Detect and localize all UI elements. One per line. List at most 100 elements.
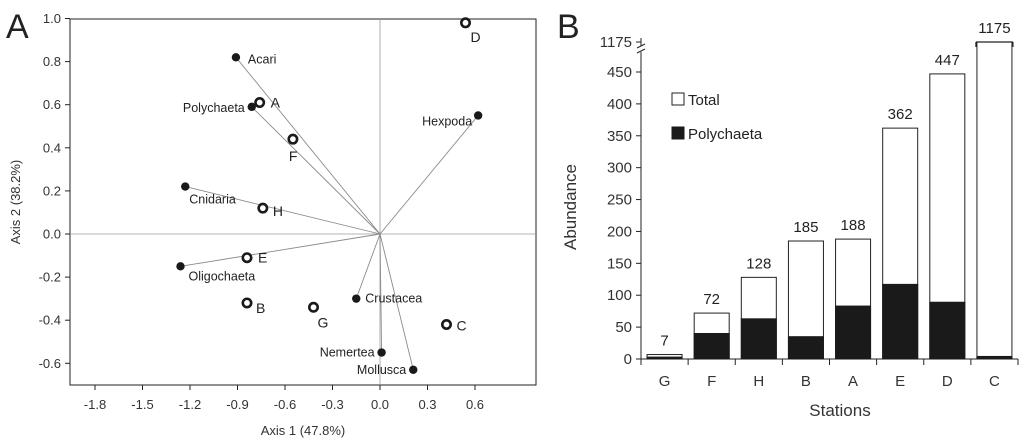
panel-b-bar-value-label-a: 188 [841,217,866,234]
panel-a-station-point-e [241,252,253,264]
panel-a-y-tick-label: -0.6 [39,356,61,371]
panel-a-taxon-label-mollusca: Mollusca [357,363,406,377]
panel-a-taxon-point-crustacea [352,294,361,303]
panel-b-x-tick-label-h: H [753,373,764,390]
panel-a-x-tick-label: 0.6 [466,397,484,412]
panel-b-y-tick-label: 100 [607,287,632,304]
panel-a-x-tick-label: -1.2 [179,397,201,412]
panel-a-taxon-label-crustacea: Crustacea [365,292,422,306]
panel-a-vector-oligochaeta [180,233,381,267]
panel-a-x-tick-label: -1.8 [84,397,106,412]
panel-a-vector-hexpoda [379,115,479,235]
panel-a-taxon-label-cnidaria: Cnidaria [189,193,236,207]
panel-b-x-tick-label-e: E [895,373,905,390]
panel-a-x-tick-label: -0.3 [321,397,343,412]
panel-a-y-tick-label: 0.2 [43,183,61,198]
panel-a-x-tick-label: 0.0 [371,397,389,412]
panel-a-taxon-label-acari: Acari [248,52,276,66]
panel-a-station-label-a: A [271,95,281,111]
panel-b-legend-label-polychaeta: Polychaeta [688,126,763,143]
panel-b-bar-polychaeta-g [646,356,683,360]
panel-a-y-tick-label: 0.6 [43,97,61,112]
panel-b-y-tick-label-break: 1175 [600,34,632,51]
panel-a-station-point-g [307,301,319,313]
panel-b-x-tick-label-d: D [942,373,953,390]
panel-a-taxon-point-mollusca [409,365,418,374]
panel-a-taxon-point-oligochaeta [176,262,185,271]
panel-a-taxon-label-oligochaeta: Oligochaeta [189,269,256,283]
panel-b-bar-polychaeta-c [976,355,1013,360]
panel-b-y-tick-label: 200 [607,223,632,240]
panel-b-y-tick-label: 250 [607,192,632,209]
panel-a-y-tick-label: 0.0 [43,227,61,242]
panel-a-vector-nemertea [379,233,383,353]
panel-b-y-tick-label: 450 [607,64,632,81]
panel-b-y-tick-label: 50 [615,319,632,336]
panel-a-taxon-label-polychaeta: Polychaeta [183,101,245,115]
panel-a-station-label-g: G [318,314,329,330]
panel-b-bar-value-label-h: 128 [746,255,771,272]
panel-a-plot-frame [69,18,537,386]
panel-a-station-point-d [459,17,471,29]
panel-a-taxon-label-nemertea: Nemertea [320,346,375,360]
panel-a-station-point-b [241,297,253,309]
panel-b-bar-value-label-b: 185 [793,219,818,236]
panel-a-taxon-point-polychaeta [247,102,256,112]
panel-a-station-point-c [440,319,452,331]
panel-b-y-axis-label: Abundance [561,164,580,250]
panel-b-legend-label-total: Total [688,92,720,109]
panel-a-y-tick-label: -0.2 [39,270,61,285]
panel-b-bar-polychaeta-a [835,305,872,360]
panel-a-station-label-f: F [289,148,298,164]
panel-b-letter: B [557,8,580,46]
panel-b-bar-value-label-g: 7 [660,333,668,350]
panel-b-y-tick-label: 150 [607,255,632,272]
panel-b-bar-polychaeta-b [787,336,824,360]
panel-b-bar-polychaeta-h [740,318,777,360]
panel-a-station-label-d: D [471,29,481,45]
panel-b-y-tick-label: 300 [607,160,632,177]
panel-a-station-label-h: H [273,203,283,219]
panel-a-taxon-point-cnidaria [181,182,190,191]
panel-a-vector-acari [235,57,381,235]
panel-a-station-point-h [257,202,269,214]
panel-a-station-label-c: C [457,318,467,334]
panel-a-x-axis-label: Axis 1 (47.8%) [261,423,346,438]
panel-a-x-tick-label: -0.6 [274,397,296,412]
panel-a-vector-cnidaria [185,186,381,235]
panel-a-letter: A [6,8,29,46]
panel-b-x-tick-label-b: B [801,373,811,390]
panel-b-bar-value-label-e: 362 [888,106,913,123]
panel-b-axis-break-mark [636,48,646,54]
panel-b-bar-total-c [976,41,1013,360]
panel-a-x-tick-label: 0.3 [418,397,436,412]
panel-b-bar-value-label-c: 1175 [978,20,1010,37]
panel-a-vector-polychaeta [251,106,381,235]
panel-b-bar-value-label-d: 447 [935,52,960,69]
panel-a-y-axis-label: Axis 2 (38.2%) [8,160,23,245]
panel-a-y-tick-label: 1.0 [43,11,61,26]
panel-b-y-tick-label: 350 [607,128,632,145]
panel-a-taxon-point-acari [231,53,241,62]
panel-b-y-tick-label: 0 [624,351,632,368]
panel-a-vector-crustacea [355,233,381,299]
panel-b-legend-swatch-total [671,92,685,106]
panel-b-bar-polychaeta-d [929,301,966,360]
panel-b-bar-value-label-f: 72 [703,291,720,308]
panel-a-station-label-e: E [258,250,267,266]
panel-a-x-tick-label: -1.5 [131,397,153,412]
panel-a-y-tick-label: 0.8 [43,54,61,69]
panel-b-x-tick-label-c: C [989,373,1000,390]
panel-b-bar-polychaeta-f [693,332,730,360]
panel-b-legend-swatch-polychaeta [671,126,685,140]
panel-a-station-point-a [254,97,266,109]
panel-b-bar-polychaeta-e [882,283,919,360]
panel-b-x-tick-label-f: F [707,373,716,390]
panel-b-x-tick-label-g: G [659,373,671,390]
panel-a-x-tick-label: -0.9 [226,397,248,412]
panel-b-axis-break-mark [636,43,646,49]
panel-a-y-tick-label: -0.4 [39,313,61,328]
panel-b-y-tick-label: 400 [607,96,632,113]
panel-a-taxon-point-nemertea [377,348,386,357]
panel-a-station-label-b: B [256,300,265,316]
